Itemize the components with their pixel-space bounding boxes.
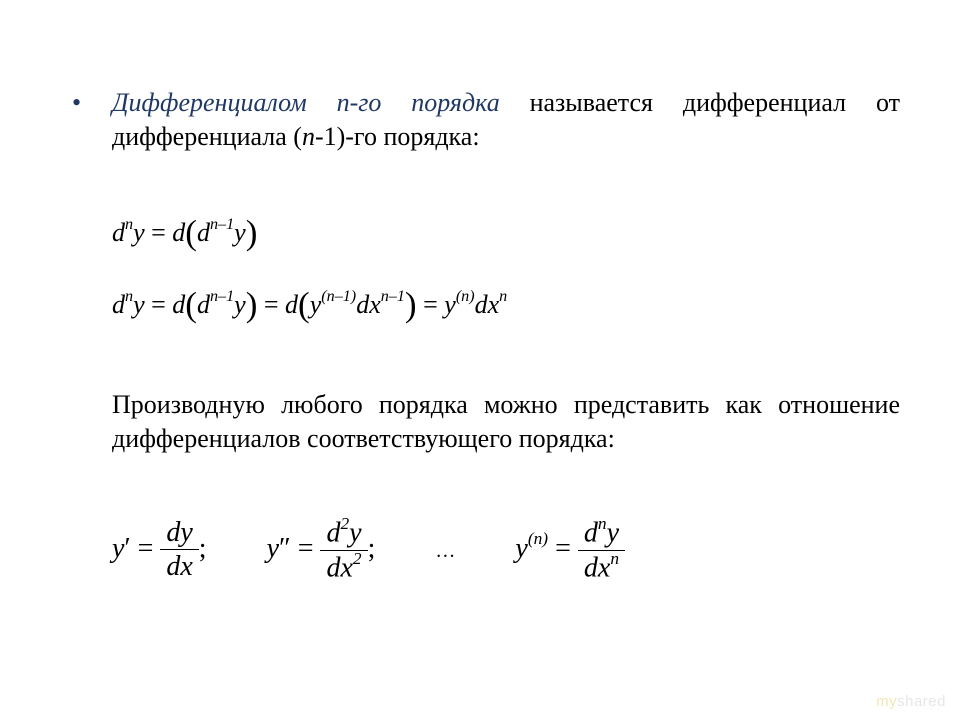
m: = [151,218,172,247]
watermark-my: my [876,693,897,710]
m: y [607,517,619,548]
m: d [166,551,180,582]
m: y [112,533,124,564]
m: = [264,290,285,319]
ellipsis: … [435,540,455,562]
m: n [598,514,607,533]
m: n–1 [381,288,405,305]
p1-n-italic: n [337,88,350,117]
m: ( [185,213,197,252]
m: d [166,517,180,548]
m: n [125,216,133,233]
m: d [584,552,598,583]
frac-n: dny dxn [578,516,625,584]
m: ) [246,285,258,324]
m: n [610,549,619,568]
m: (n–1) [321,288,356,305]
paragraph-2-row: Производную любого порядка можно предста… [72,388,900,456]
m: y [234,218,246,247]
m: n [125,288,133,305]
m: y [515,533,527,564]
p1-n2: n [302,122,315,151]
m: = [423,290,444,319]
m: y [349,517,361,548]
m: ; [199,533,207,564]
m: d [172,290,185,319]
m: y [310,290,322,319]
m: y [267,533,279,564]
m: d [326,517,340,548]
m: = [298,533,321,564]
m: ; [368,533,376,564]
m: ( [185,285,197,324]
m: d [285,290,298,319]
m: ″ [279,533,291,564]
m: ) [405,285,417,324]
m: d [584,517,598,548]
m: ( [298,285,310,324]
slide: • Дифференциалом n-го порядка называется… [0,0,960,720]
m: y [133,290,145,319]
m: n–1 [210,288,234,305]
p1-term1b: -го порядка [350,88,500,117]
m: = [138,533,161,564]
m: x [488,290,500,319]
watermark-shared: shared [897,693,946,710]
m: d [112,290,125,319]
m: (n) [528,529,548,548]
frac-2: d2y dx2 [320,516,367,584]
bullet-item-1: • Дифференциалом n-го порядка называется… [72,86,900,154]
formula-1: dny = d(dn–1y) [112,210,900,250]
m: x [598,552,610,583]
m: x [340,552,352,583]
m: 2 [353,549,362,568]
m: d [326,552,340,583]
m: x [369,290,381,319]
m: x [180,551,192,582]
m: d [197,290,210,319]
m: y [180,517,192,548]
m: n–1 [210,216,234,233]
m: n [499,288,507,305]
p1-rest2: -1)-го порядка: [315,122,480,151]
m: y [133,218,145,247]
bullet-dot: • [72,86,112,120]
m: ′ [124,533,130,564]
m: d [172,218,185,247]
frac-1: dy dx [160,517,198,584]
p1-term1a: Дифференциалом [112,88,337,117]
paragraph-2: Производную любого порядка можно предста… [112,388,900,456]
m: y [234,290,246,319]
formula-3: y′ = dy dx ; y″ = d2y dx2 ; … y(n) = dny… [112,516,900,584]
m: d [356,290,369,319]
m: d [197,218,210,247]
m: y [444,290,456,319]
m: ) [246,213,258,252]
m: = [151,290,172,319]
watermark: myshared [876,693,946,710]
formula-2: dny = d(dn–1y) = d(y(n–1)dxn–1) = y(n)dx… [112,282,900,322]
m: d [112,218,125,247]
paragraph-1: Дифференциалом n-го порядка называется д… [112,86,900,154]
m: = [555,533,578,564]
m: d [475,290,488,319]
m: (n) [456,288,475,305]
m: 2 [340,514,349,533]
